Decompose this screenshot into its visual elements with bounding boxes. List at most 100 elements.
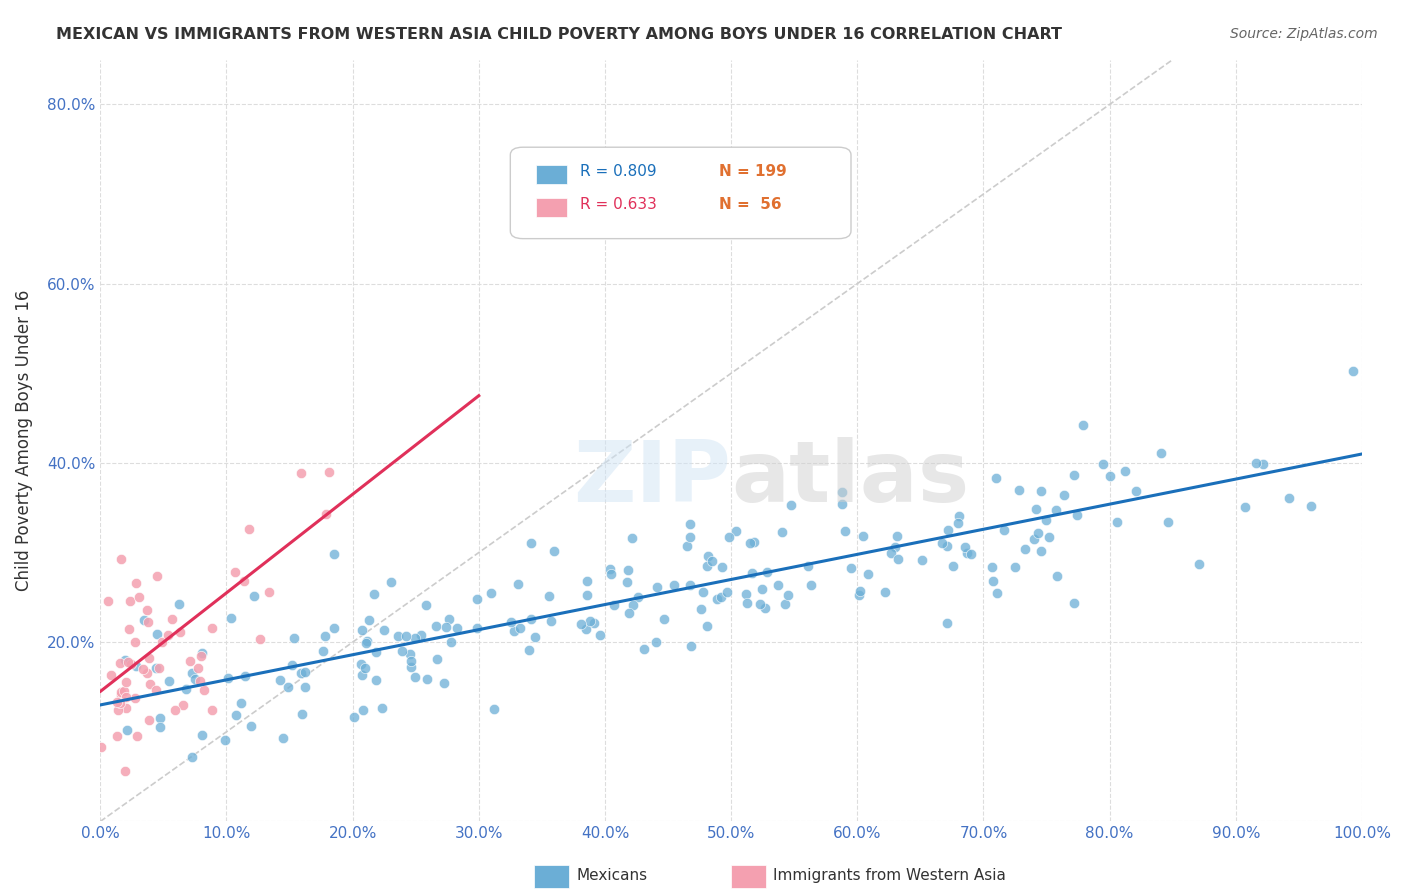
Point bbox=[357, 613, 380, 627]
Point bbox=[235, 669, 257, 683]
Point bbox=[980, 559, 1002, 574]
Point bbox=[290, 665, 312, 680]
Point bbox=[465, 591, 488, 606]
Point bbox=[575, 588, 598, 602]
Point bbox=[696, 619, 718, 633]
Point bbox=[184, 672, 207, 686]
Point bbox=[1341, 364, 1364, 378]
Point bbox=[271, 731, 294, 745]
Point bbox=[112, 683, 135, 698]
Point bbox=[501, 615, 523, 629]
Point bbox=[354, 661, 377, 675]
Point bbox=[770, 524, 793, 539]
Point bbox=[350, 668, 373, 682]
Point bbox=[108, 657, 131, 671]
Point bbox=[603, 598, 626, 612]
Point bbox=[1278, 491, 1301, 505]
Point bbox=[172, 698, 194, 712]
Text: R = 0.809: R = 0.809 bbox=[579, 164, 657, 179]
Point bbox=[243, 589, 266, 603]
Point bbox=[700, 554, 723, 568]
Point bbox=[1046, 568, 1069, 582]
Point bbox=[1244, 456, 1267, 470]
Point bbox=[676, 539, 699, 553]
Point bbox=[1063, 468, 1085, 483]
Point bbox=[433, 676, 456, 690]
Point bbox=[121, 657, 143, 672]
Point bbox=[1008, 483, 1031, 498]
Point bbox=[1125, 484, 1147, 499]
Point bbox=[942, 559, 965, 574]
Point bbox=[277, 681, 299, 695]
Point bbox=[125, 575, 148, 590]
Point bbox=[710, 590, 733, 604]
Point bbox=[692, 585, 714, 599]
Point bbox=[434, 619, 457, 633]
Point bbox=[1045, 503, 1067, 517]
Point bbox=[931, 535, 953, 549]
Text: N =  56: N = 56 bbox=[718, 197, 782, 212]
Point bbox=[387, 629, 409, 643]
Point bbox=[569, 617, 592, 632]
Point bbox=[886, 529, 908, 543]
Point bbox=[1251, 458, 1274, 472]
Point bbox=[627, 590, 650, 604]
Point bbox=[1114, 464, 1136, 478]
Point bbox=[1014, 541, 1036, 556]
Point bbox=[281, 658, 304, 673]
Point bbox=[986, 586, 1008, 600]
Point bbox=[176, 681, 198, 696]
Text: Source: ZipAtlas.com: Source: ZipAtlas.com bbox=[1230, 27, 1378, 41]
Point bbox=[911, 553, 934, 567]
Point bbox=[100, 668, 122, 682]
Point bbox=[257, 584, 280, 599]
Point bbox=[283, 632, 305, 646]
Point bbox=[652, 612, 675, 626]
Point bbox=[735, 596, 758, 610]
Point bbox=[734, 587, 756, 601]
Point bbox=[875, 585, 897, 599]
Point bbox=[831, 485, 853, 500]
Point bbox=[145, 661, 167, 675]
Point bbox=[145, 682, 167, 697]
Point bbox=[180, 666, 202, 681]
Point bbox=[508, 577, 530, 591]
Point bbox=[294, 680, 316, 694]
Point bbox=[240, 719, 263, 733]
Point bbox=[380, 575, 402, 590]
Point bbox=[395, 629, 418, 643]
Point bbox=[117, 622, 139, 636]
Point bbox=[193, 683, 215, 698]
Point bbox=[1188, 557, 1211, 571]
Point bbox=[124, 635, 146, 649]
Point bbox=[291, 706, 314, 721]
Point bbox=[887, 552, 910, 566]
Point bbox=[229, 696, 252, 710]
Point bbox=[948, 508, 970, 523]
Point bbox=[399, 654, 422, 668]
Point bbox=[225, 708, 247, 723]
Text: MEXICAN VS IMMIGRANTS FROM WESTERN ASIA CHILD POVERTY AMONG BOYS UNDER 16 CORREL: MEXICAN VS IMMIGRANTS FROM WESTERN ASIA … bbox=[56, 27, 1063, 42]
Point bbox=[314, 629, 336, 643]
Point bbox=[233, 574, 256, 588]
Point bbox=[540, 614, 562, 628]
Point bbox=[269, 673, 291, 687]
Point bbox=[582, 616, 605, 631]
Point bbox=[679, 639, 702, 653]
Point bbox=[139, 676, 162, 690]
Point bbox=[935, 539, 957, 553]
Point bbox=[1299, 500, 1322, 514]
Point bbox=[543, 543, 565, 558]
Point bbox=[1156, 515, 1178, 529]
Point bbox=[1092, 458, 1115, 472]
Point bbox=[167, 597, 190, 611]
Point bbox=[201, 702, 224, 716]
Point bbox=[110, 688, 132, 702]
Point bbox=[118, 594, 141, 608]
Point bbox=[1098, 469, 1121, 483]
Point bbox=[371, 701, 394, 715]
Point bbox=[959, 547, 981, 561]
Point bbox=[679, 517, 702, 532]
Point bbox=[160, 612, 183, 626]
Point bbox=[146, 569, 169, 583]
